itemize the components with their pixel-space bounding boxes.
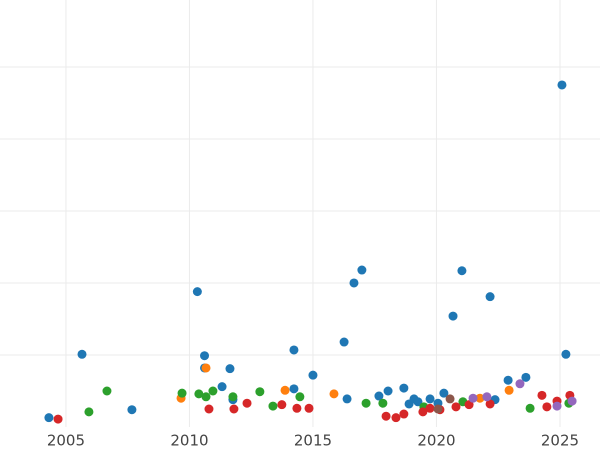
point bbox=[339, 337, 349, 347]
point bbox=[255, 387, 265, 397]
point bbox=[515, 379, 525, 389]
point bbox=[521, 372, 531, 382]
x-tick-label: 2010 bbox=[170, 432, 208, 450]
point bbox=[229, 404, 239, 414]
point bbox=[177, 388, 187, 398]
point bbox=[329, 389, 339, 399]
point bbox=[77, 349, 87, 359]
point bbox=[425, 403, 435, 413]
point bbox=[457, 266, 467, 276]
x-tick-label: 2015 bbox=[294, 432, 332, 450]
point bbox=[525, 403, 535, 413]
point bbox=[208, 386, 218, 396]
point bbox=[225, 364, 235, 374]
point bbox=[468, 393, 478, 403]
x-tick-label: 2020 bbox=[417, 432, 455, 450]
point bbox=[485, 399, 495, 409]
point bbox=[399, 383, 409, 393]
point bbox=[292, 403, 302, 413]
point bbox=[448, 311, 458, 321]
point bbox=[280, 385, 290, 395]
point bbox=[503, 375, 513, 385]
point bbox=[451, 402, 461, 412]
point bbox=[504, 385, 514, 395]
point bbox=[391, 413, 401, 423]
point bbox=[342, 394, 352, 404]
point bbox=[242, 398, 252, 408]
point bbox=[84, 407, 94, 417]
point bbox=[204, 404, 214, 414]
point bbox=[200, 351, 210, 361]
point bbox=[201, 363, 211, 373]
point bbox=[413, 397, 423, 407]
point bbox=[445, 394, 455, 404]
point bbox=[102, 386, 112, 396]
point bbox=[289, 345, 299, 355]
point bbox=[567, 396, 577, 406]
point bbox=[277, 400, 287, 410]
point bbox=[378, 398, 388, 408]
point bbox=[217, 382, 227, 392]
point bbox=[433, 404, 443, 414]
point bbox=[439, 388, 449, 398]
point bbox=[53, 414, 63, 424]
point bbox=[357, 265, 367, 275]
point bbox=[399, 409, 409, 419]
point bbox=[381, 411, 391, 421]
x-tick-label: 2005 bbox=[47, 432, 85, 450]
point bbox=[268, 401, 278, 411]
point bbox=[418, 407, 428, 417]
point bbox=[308, 370, 318, 380]
point bbox=[127, 405, 137, 415]
point bbox=[542, 402, 552, 412]
point bbox=[289, 384, 299, 394]
point bbox=[201, 392, 211, 402]
point bbox=[295, 392, 305, 402]
point bbox=[44, 413, 54, 423]
point bbox=[537, 390, 547, 400]
point bbox=[482, 392, 492, 402]
point bbox=[383, 386, 393, 396]
x-tick-label: 2025 bbox=[541, 432, 579, 450]
point bbox=[464, 400, 474, 410]
point bbox=[192, 287, 202, 297]
point bbox=[349, 278, 359, 288]
point bbox=[485, 292, 495, 302]
point bbox=[425, 394, 435, 404]
point bbox=[475, 393, 485, 403]
point bbox=[194, 389, 204, 399]
point bbox=[304, 403, 314, 413]
point bbox=[552, 401, 562, 411]
point bbox=[374, 391, 384, 401]
point bbox=[228, 392, 238, 402]
point bbox=[561, 349, 571, 359]
point bbox=[361, 398, 371, 408]
point bbox=[557, 80, 567, 90]
